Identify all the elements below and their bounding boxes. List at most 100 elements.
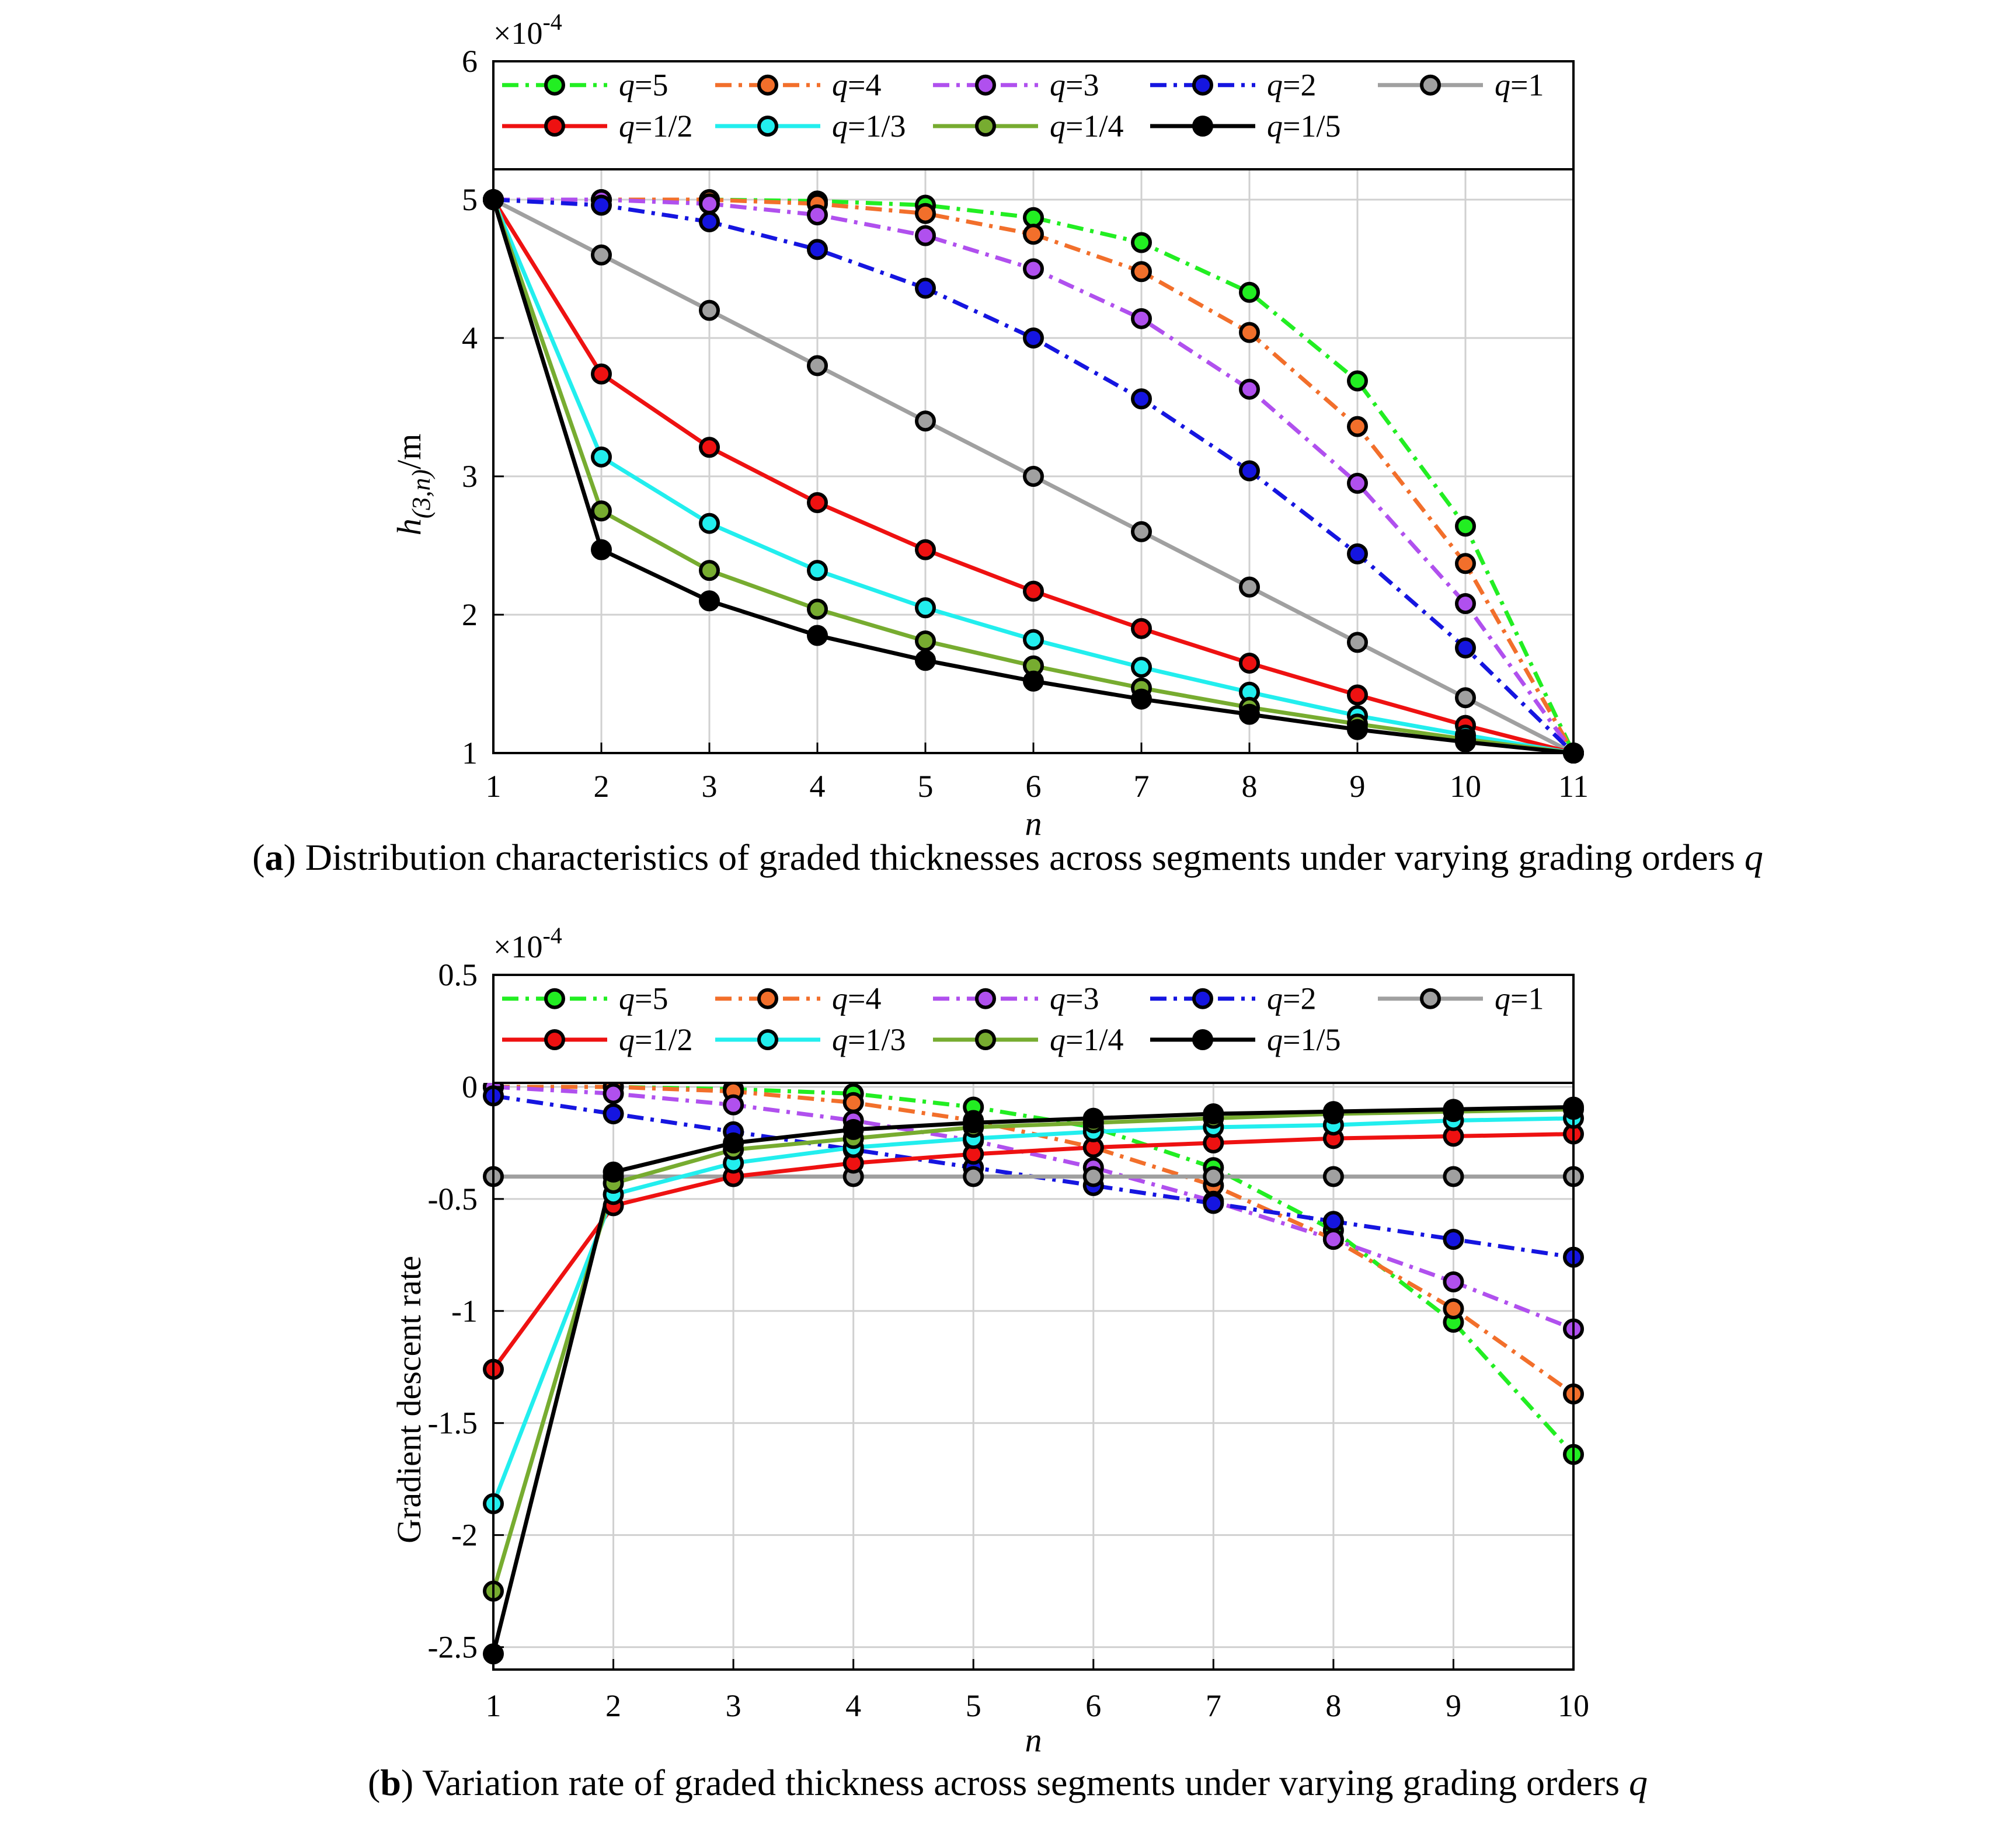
data-point-q=4 xyxy=(1347,416,1368,437)
y-exponent-power: -4 xyxy=(542,922,562,949)
data-point-q=1 xyxy=(1347,632,1368,653)
x-tick-label: 9 xyxy=(1350,769,1366,804)
legend-label-q: q xyxy=(1495,981,1510,1016)
legend-marker xyxy=(757,1029,778,1050)
legend-marker xyxy=(1420,74,1441,96)
y-tick-label: 5 xyxy=(462,182,478,217)
data-point-q=3 xyxy=(723,1094,744,1116)
data-point-q=1 xyxy=(1322,1166,1344,1187)
data-point-q=2 xyxy=(1239,460,1260,482)
y-exponent-label: ×10-4 xyxy=(493,922,562,964)
data-point-q=3 xyxy=(1443,1271,1464,1292)
data-point-q=3 xyxy=(1322,1228,1344,1250)
legend-label-q: q xyxy=(832,981,848,1016)
x-tick-label: 4 xyxy=(810,769,826,804)
data-point-q=1/3 xyxy=(1131,657,1152,678)
series-line-q=5 xyxy=(493,1085,1575,1456)
y-tick-label: -2 xyxy=(451,1518,478,1553)
y-axis-label-main: h xyxy=(390,518,428,535)
data-point-q=1/2 xyxy=(1023,580,1044,602)
data-point-q=1/4 xyxy=(915,630,936,652)
legend-marker xyxy=(1420,988,1441,1009)
y-exponent-base: ×10 xyxy=(493,16,542,51)
legend-marker xyxy=(544,116,565,137)
data-point-q=3 xyxy=(1023,258,1044,280)
legend-marker xyxy=(544,1029,565,1050)
legend-label-value: =1/2 xyxy=(635,109,692,144)
y-tick-label: 0 xyxy=(462,1069,478,1104)
legend: q=5 q=4 q=3 q=2 q=1q=1/2 q=1/3 q=1/4 q=1/5 xyxy=(493,975,1573,1084)
data-point-q=3 xyxy=(1455,593,1476,615)
data-point-q=4 xyxy=(1455,553,1476,574)
data-point-q=1 xyxy=(1023,466,1044,487)
x-tick-label: 1 xyxy=(486,769,502,804)
legend-label-q: q xyxy=(619,1022,635,1057)
data-point-q=1/5 xyxy=(1322,1101,1344,1123)
x-tick-label: 4 xyxy=(845,1688,861,1723)
legend-background xyxy=(493,61,1573,169)
caption-letter: a xyxy=(264,837,283,878)
legend-label-q: q xyxy=(1050,68,1066,103)
chart-panel-a: q=5 q=4 q=3 q=2 q=1q=1/2 q=1/3 q=1/4 q=1/51 2 3 4 5… xyxy=(252,9,1763,878)
data-point-q=1/2 xyxy=(699,437,720,458)
x-tick-label: 8 xyxy=(1325,1688,1341,1723)
legend-label: q=1/5 xyxy=(1267,109,1340,144)
data-point-q=4 xyxy=(1131,261,1152,283)
legend-item-q=5: q=5 xyxy=(502,981,668,1016)
caption: (b) Variation rate of graded thickness a… xyxy=(368,1762,1648,1803)
legend-label: q=1/2 xyxy=(619,109,692,144)
legend-label: q=1 xyxy=(1495,68,1544,103)
data-point-q=1/5 xyxy=(723,1132,744,1154)
legend-label-q: q xyxy=(1267,109,1283,144)
data-point-q=1/5 xyxy=(1203,1103,1224,1124)
x-tick-label: 10 xyxy=(1450,769,1481,804)
legend-marker xyxy=(544,988,565,1009)
data-point-q=3 xyxy=(699,193,720,215)
legend-marker xyxy=(1192,988,1213,1009)
data-point-q=1 xyxy=(963,1166,984,1187)
data-point-q=1/5 xyxy=(1239,703,1260,725)
legend-label-q: q xyxy=(1050,109,1066,144)
data-point-q=1/3 xyxy=(591,446,612,468)
legend-label: q=4 xyxy=(832,981,881,1016)
y-tick-label: 4 xyxy=(462,320,478,356)
legend-label: q=3 xyxy=(1050,981,1099,1016)
legend-item-q=1/3: q=1/3 xyxy=(715,109,906,144)
legend-item-q=1/3: q=1/3 xyxy=(715,1022,906,1057)
data-point-q=3 xyxy=(807,204,828,226)
y-tick-label: -1.5 xyxy=(428,1406,478,1441)
legend-marker xyxy=(757,74,778,96)
y-tick-label: 3 xyxy=(462,459,478,494)
legend-marker xyxy=(1192,1029,1213,1050)
legend-label-q: q xyxy=(1267,68,1283,103)
legend-label-q: q xyxy=(832,1022,848,1057)
legend-marker xyxy=(1192,74,1213,96)
data-point-q=3 xyxy=(915,225,936,246)
legend-item-q=1/4: q=1/4 xyxy=(933,1022,1123,1057)
data-point-q=1/5 xyxy=(807,625,828,646)
y-exponent-power: -4 xyxy=(542,9,562,35)
legend-label-q: q xyxy=(1050,981,1066,1016)
legend-label: q=1 xyxy=(1495,981,1544,1016)
legend-marker xyxy=(757,116,778,137)
data-point-q=1/2 xyxy=(915,539,936,560)
x-tick-label: 11 xyxy=(1558,769,1589,804)
data-point-q=1/2 xyxy=(591,363,612,385)
data-point-q=1/4 xyxy=(591,500,612,522)
legend-item-q=1/4: q=1/4 xyxy=(933,109,1123,144)
legend-label-value: =3 xyxy=(1066,981,1099,1016)
data-point-q=2 xyxy=(699,211,720,232)
data-point-q=1/2 xyxy=(1239,652,1260,674)
legend-label: q=4 xyxy=(832,68,881,103)
data-point-q=2 xyxy=(1322,1211,1344,1232)
data-point-q=4 xyxy=(1023,224,1044,245)
legend-label-value: =1/4 xyxy=(1066,109,1123,144)
legend-label-value: =1 xyxy=(1510,68,1544,103)
legend-label-value: =3 xyxy=(1066,68,1099,103)
data-point-q=2 xyxy=(1455,637,1476,658)
legend-label-q: q xyxy=(1267,1022,1283,1057)
legend-item-q=4: q=4 xyxy=(715,68,881,103)
y-exponent-label: ×10-4 xyxy=(493,9,562,51)
legend: q=5 q=4 q=3 q=2 q=1q=1/2 q=1/3 q=1/4 q=1/5 xyxy=(493,61,1573,170)
